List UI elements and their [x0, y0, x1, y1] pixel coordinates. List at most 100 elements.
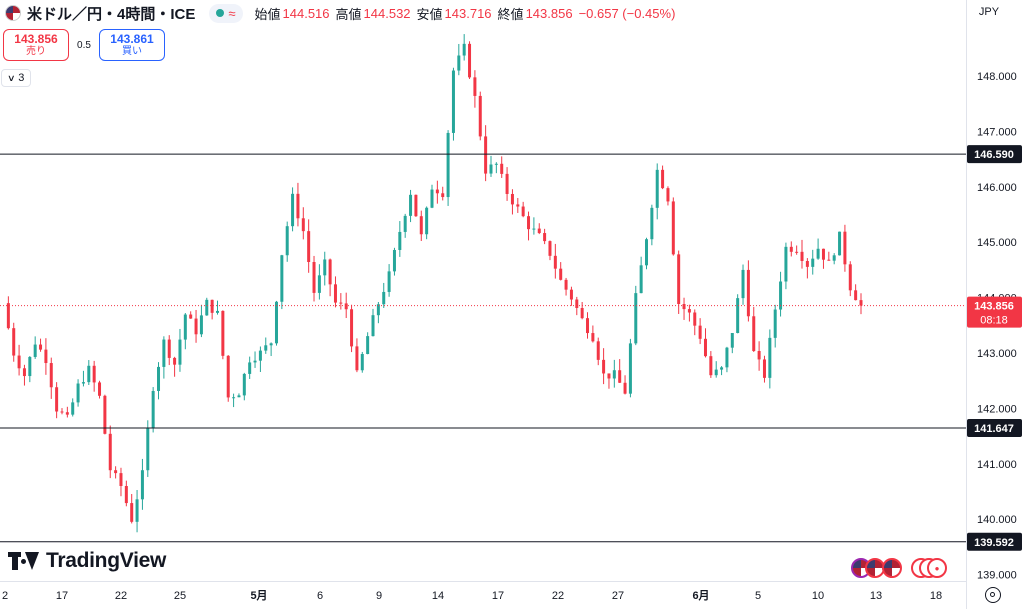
candle-body [419, 216, 423, 235]
price-tick-label: 139.000 [977, 570, 1017, 582]
event-dot-icon[interactable]: ● [927, 558, 947, 578]
candle-body [371, 315, 375, 337]
candle-body [291, 193, 295, 227]
candle-body [773, 309, 777, 338]
symbol-title[interactable]: 米ドル／円・4時間・ICE [27, 5, 196, 23]
candle-body [339, 302, 343, 304]
candle-body [17, 355, 21, 369]
candle-body [687, 309, 691, 313]
event-us-flag-icon[interactable] [882, 558, 902, 578]
time-tick-label: 25 [174, 590, 186, 602]
currency-button[interactable]: JPY [978, 6, 1000, 18]
time-tick-label: 6月 [692, 589, 709, 602]
tradingview-logo[interactable]: TradingView [8, 549, 166, 573]
candle-body [762, 359, 766, 378]
candle-body [580, 307, 584, 319]
candle-body [451, 70, 455, 133]
candle-body [730, 332, 734, 348]
candle-body [494, 163, 498, 165]
candle-body [553, 255, 557, 269]
price-labels-layer: 146.590 141.647 139.592 143.856 08:18 [967, 145, 1022, 551]
candle-body [457, 55, 461, 71]
price-axis-ticks: 148.000147.000146.000145.000144.000143.0… [977, 71, 1017, 582]
candle-body [189, 314, 193, 319]
economic-events-group-1[interactable] [851, 557, 885, 579]
candles-layer [6, 34, 863, 533]
low-label: 安値 [416, 6, 443, 22]
candle-body [33, 344, 37, 357]
candle-body [607, 373, 611, 379]
candle-body [639, 265, 643, 294]
candle-body [650, 207, 654, 240]
candle-body [140, 470, 144, 500]
candle-body [677, 254, 681, 305]
spread-value: 0.5 [77, 39, 91, 51]
candle-body [226, 355, 230, 398]
chevron-down-icon: ∨ [6, 72, 16, 83]
candle-body [232, 397, 236, 399]
candle-body [827, 259, 831, 261]
candle-body [795, 251, 799, 253]
economic-events-group-2[interactable] [882, 557, 902, 579]
candle-body [280, 255, 284, 302]
candle-body [135, 499, 139, 522]
time-tick-label: 2 [2, 590, 8, 602]
candle-body [355, 346, 359, 371]
market-status-pill[interactable]: ≈ [209, 3, 243, 23]
candle-body [859, 300, 863, 306]
price-tick-label: 146.000 [977, 182, 1017, 194]
candle-body [285, 226, 289, 256]
candle-body [119, 473, 123, 487]
candle-body [22, 368, 26, 377]
candle-body [484, 136, 488, 174]
economic-events-group-3[interactable]: ● ● ● [911, 557, 947, 579]
candle-body [430, 189, 434, 208]
candle-body [532, 228, 536, 230]
open-label: 始値 [254, 6, 281, 22]
candle-body [76, 383, 80, 403]
candle-body [124, 486, 128, 504]
chart-settings-gear-icon[interactable] [985, 587, 1001, 603]
candle-body [44, 349, 48, 364]
current-price-label: 143.856 [974, 301, 1014, 313]
candle-body [596, 341, 600, 360]
time-tick-label: 22 [552, 590, 564, 602]
horizontal-line-label: 146.590 [974, 149, 1014, 161]
candle-body [242, 373, 246, 396]
us-jp-flag-icon [5, 5, 21, 21]
candle-body [768, 337, 772, 378]
time-axis-ticks: 2 17 22 25 5月 6 9 14 17 22 27 6月 5 10 13 18 [2, 589, 942, 602]
candle-body [575, 299, 579, 308]
candle-body [832, 255, 836, 261]
candle-body [98, 382, 102, 396]
candle-body [848, 264, 852, 291]
candle-body [628, 343, 632, 394]
candle-body [811, 258, 815, 267]
buy-price: 143.861 [110, 32, 154, 46]
candle-body [301, 218, 305, 232]
high-value: 144.532 [363, 5, 411, 21]
logo-text: TradingView [46, 549, 167, 572]
candle-body [71, 402, 75, 415]
candle-body [12, 328, 16, 356]
indicators-collapse-button[interactable]: ∨ 3 [1, 69, 31, 87]
candle-body [205, 299, 209, 316]
buy-button[interactable]: 143.861 買い [99, 29, 165, 61]
high-label: 高値 [335, 6, 362, 22]
candle-body [167, 339, 171, 358]
sell-button[interactable]: 143.856 売り [3, 29, 69, 61]
countdown-label: 08:18 [980, 315, 1008, 327]
candle-body [757, 350, 761, 360]
candle-body [366, 336, 370, 355]
change-value: −0.657 (−0.45%) [578, 5, 676, 21]
candle-body [183, 314, 187, 340]
candle-body [81, 382, 85, 384]
candle-body [543, 233, 547, 242]
candle-body [462, 43, 466, 56]
candle-body [387, 271, 391, 292]
candle-body [425, 207, 429, 235]
candle-body [130, 503, 134, 522]
candle-body [221, 310, 225, 356]
candle-body [151, 390, 155, 429]
